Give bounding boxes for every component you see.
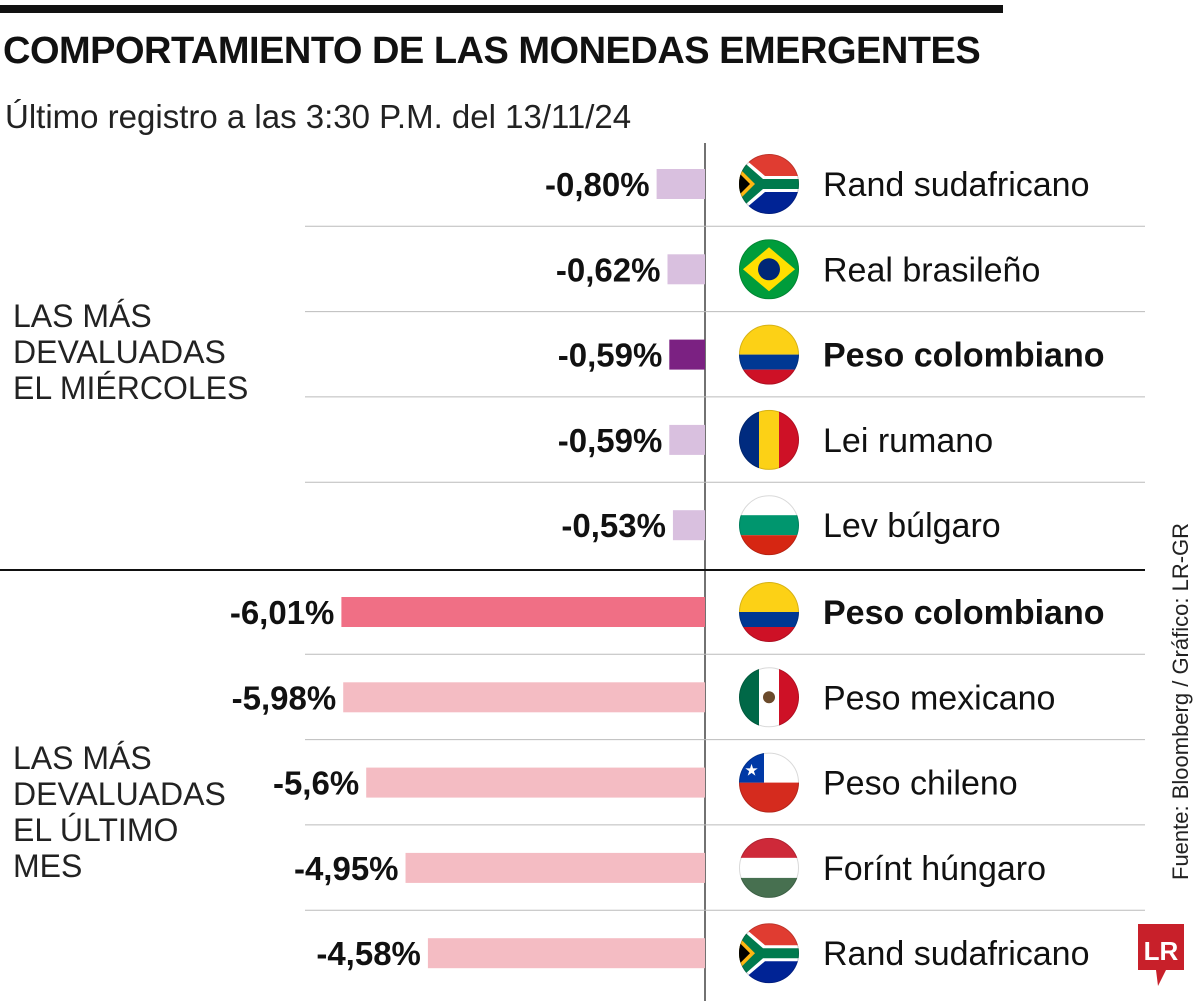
category-label: Forínt húngaro xyxy=(823,850,1046,888)
category-label: Peso mexicano xyxy=(823,679,1055,717)
category-label: Real brasileño xyxy=(823,251,1040,289)
bar xyxy=(343,682,705,713)
value-label: -4,58% xyxy=(316,935,421,972)
value-label: -6,01% xyxy=(230,594,335,631)
category-label: Peso colombiano xyxy=(823,594,1105,632)
flag-hu-icon xyxy=(739,837,799,898)
flag-za-icon xyxy=(739,154,799,214)
svg-text:★: ★ xyxy=(744,763,758,780)
group-label-day: LAS MÁS DEVALUADAS EL MIÉRCOLES xyxy=(13,298,249,406)
bar xyxy=(669,339,705,370)
value-label: -0,59% xyxy=(558,422,663,459)
value-label: -4,95% xyxy=(294,850,399,887)
bar xyxy=(667,254,705,285)
group-label-month: LAS MÁS DEVALUADAS EL ÚLTIMO MES xyxy=(13,740,226,884)
bar xyxy=(672,510,705,541)
svg-text:LR: LR xyxy=(1144,936,1179,966)
month-row-0: -6,01% Peso colombiano xyxy=(230,582,1105,642)
category-label: Peso colombiano xyxy=(823,337,1105,375)
value-label: -5,6% xyxy=(273,765,359,802)
top-rule xyxy=(0,5,1003,13)
month-row-1: -5,98% Peso mexicano xyxy=(232,653,1145,728)
chart-title: COMPORTAMIENTO DE LAS MONEDAS EMERGENTES xyxy=(3,30,981,72)
flag-za-icon xyxy=(739,923,799,984)
month-row-3: -4,95% Forínt húngaro xyxy=(294,824,1145,898)
month-row-2: -5,6% ★ Peso chileno xyxy=(273,739,1145,813)
source-note: Fuente: Bloomberg / Gráfico: LR-GR xyxy=(1168,522,1193,880)
bar xyxy=(427,938,705,969)
bar xyxy=(405,852,705,883)
month-row-4: -4,58% Rand sudafricano xyxy=(305,909,1145,984)
day-row-4: -0,53% Lev búlgaro xyxy=(305,481,1145,556)
day-row-0: -0,80% Rand sudafricano xyxy=(545,154,1090,214)
flag-ro-icon xyxy=(739,409,799,470)
category-label: Rand sudafricano xyxy=(823,935,1090,973)
value-label: -0,53% xyxy=(561,507,666,544)
flag-co-icon xyxy=(739,324,799,385)
flag-co-icon xyxy=(739,582,799,642)
chart-subtitle: Último registro a las 3:30 P.M. del 13/1… xyxy=(5,98,632,135)
category-label: Lev búlgaro xyxy=(823,507,1001,545)
bar xyxy=(656,169,705,199)
bar xyxy=(341,597,705,627)
value-label: -0,80% xyxy=(545,166,650,203)
day-row-2: -0,59% Peso colombiano xyxy=(305,311,1145,385)
category-label: Lei rumano xyxy=(823,422,993,460)
value-label: -0,59% xyxy=(558,337,663,374)
day-row-1: -0,62% Real brasileño xyxy=(305,225,1145,300)
flag-br-icon xyxy=(739,239,799,300)
value-label: -0,62% xyxy=(556,251,661,288)
lr-logo: LR xyxy=(1138,924,1184,986)
flag-cl-icon: ★ xyxy=(739,752,799,813)
category-label: Rand sudafricano xyxy=(823,166,1090,204)
value-label: -5,98% xyxy=(232,679,337,716)
flag-bg-icon xyxy=(739,495,799,556)
category-label: Peso chileno xyxy=(823,765,1018,803)
flag-mx-icon xyxy=(739,667,799,728)
bar xyxy=(669,424,705,455)
bar xyxy=(366,767,705,798)
day-row-3: -0,59% Lei rumano xyxy=(305,396,1145,470)
